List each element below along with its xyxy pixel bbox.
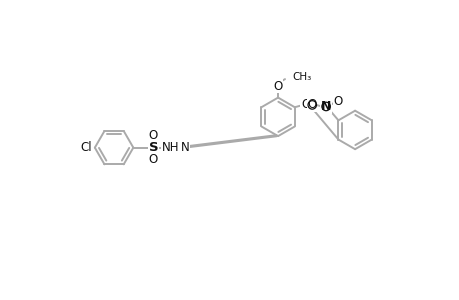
Text: O: O — [148, 154, 157, 166]
Text: Cl: Cl — [80, 141, 91, 154]
Text: O: O — [300, 98, 309, 111]
Text: O: O — [307, 98, 316, 111]
Text: O: O — [148, 129, 157, 142]
Text: O: O — [333, 95, 342, 108]
Text: CH₃: CH₃ — [291, 72, 311, 82]
Text: O: O — [273, 80, 282, 92]
Text: N: N — [180, 141, 189, 154]
Text: N: N — [320, 100, 330, 113]
Text: S: S — [148, 141, 158, 154]
Text: NH: NH — [161, 141, 179, 154]
